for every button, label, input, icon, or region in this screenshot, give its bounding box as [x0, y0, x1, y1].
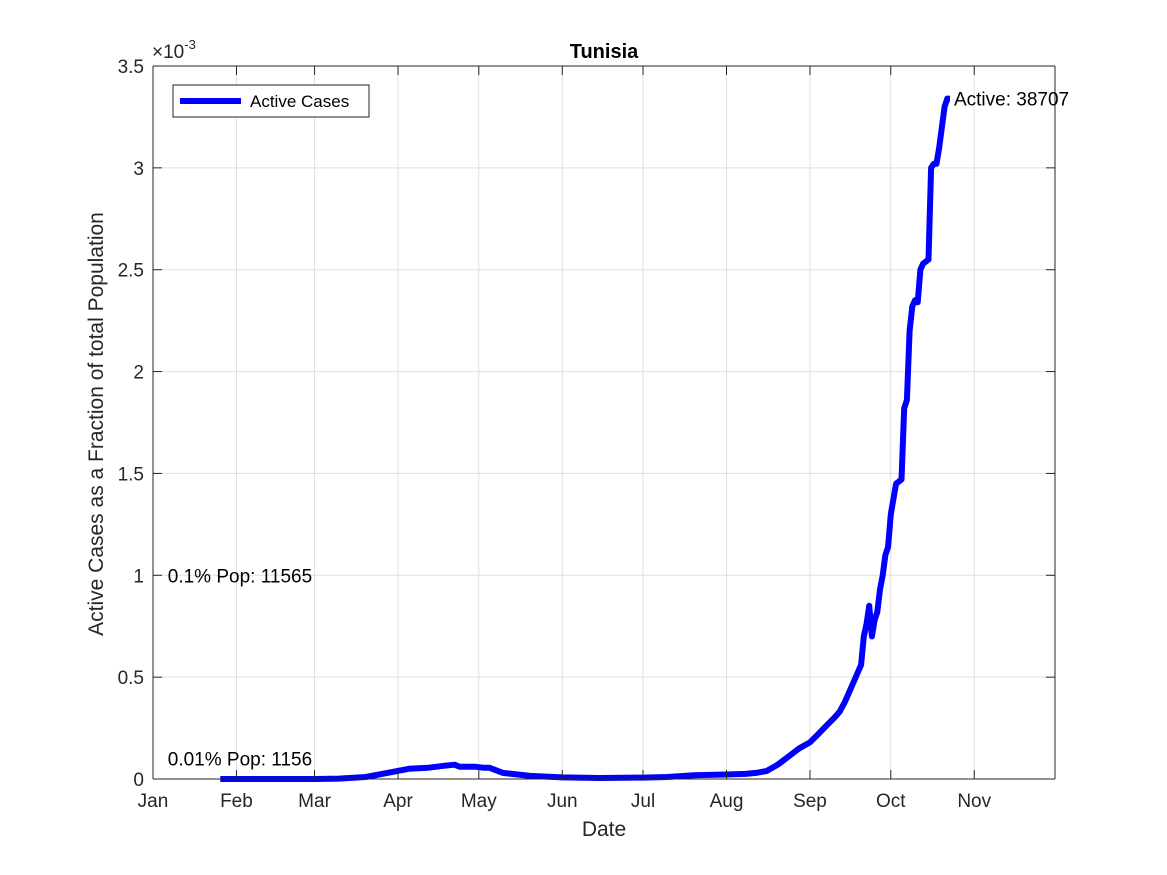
series-line-active-cases [220, 95, 951, 782]
x-tick-label: Mar [298, 791, 331, 812]
y-tick-label: 2 [133, 363, 144, 384]
x-tick-label: May [461, 791, 497, 812]
x-tick-label: Feb [220, 791, 253, 812]
x-tick-label: Nov [957, 791, 991, 812]
y-tick-label: 3 [133, 159, 144, 180]
axes [152, 65, 1056, 780]
x-tick-label: Sep [793, 791, 827, 812]
y-tick-label: 0 [133, 770, 144, 791]
y-axis-label: Active Cases as a Fraction of total Popu… [85, 212, 108, 636]
y-tick-label: 2.5 [118, 261, 144, 282]
chart-title: Tunisia [570, 41, 639, 63]
x-tick-label: Oct [876, 791, 906, 812]
x-tick-label: Apr [383, 791, 413, 812]
y-tick-label: 0.5 [118, 668, 144, 689]
x-tick-label: Jul [631, 791, 655, 812]
annotation-label: Active: 38707 [954, 90, 1069, 111]
y-tick-label: 3.5 [118, 57, 144, 78]
y-tick-label: 1 [133, 566, 144, 587]
y-exponent-base: ×10 [152, 42, 184, 63]
legend-entry: Active Cases [250, 92, 349, 111]
labels: Jan Feb Mar Apr May Jun Jul Aug Sep Oct Nov 0 0.5 1 1.… [118, 57, 1070, 812]
legend: Active Cases [172, 84, 370, 118]
x-tick-label: Jan [138, 791, 169, 812]
x-axis-label: Date [582, 818, 626, 841]
y-tick-label: 1.5 [118, 464, 144, 485]
svg-text:×10-3: ×10-3 [152, 37, 196, 63]
series-layer [220, 95, 951, 782]
y-exponent-label: ×10-3 [152, 37, 196, 63]
annotation-label: 0.1% Pop: 11565 [168, 566, 312, 587]
x-tick-label: Jun [547, 791, 578, 812]
y-exponent-power: -3 [184, 37, 196, 52]
annotation-label: 0.01% Pop: 1156 [168, 750, 312, 771]
x-tick-label: Aug [710, 791, 744, 812]
